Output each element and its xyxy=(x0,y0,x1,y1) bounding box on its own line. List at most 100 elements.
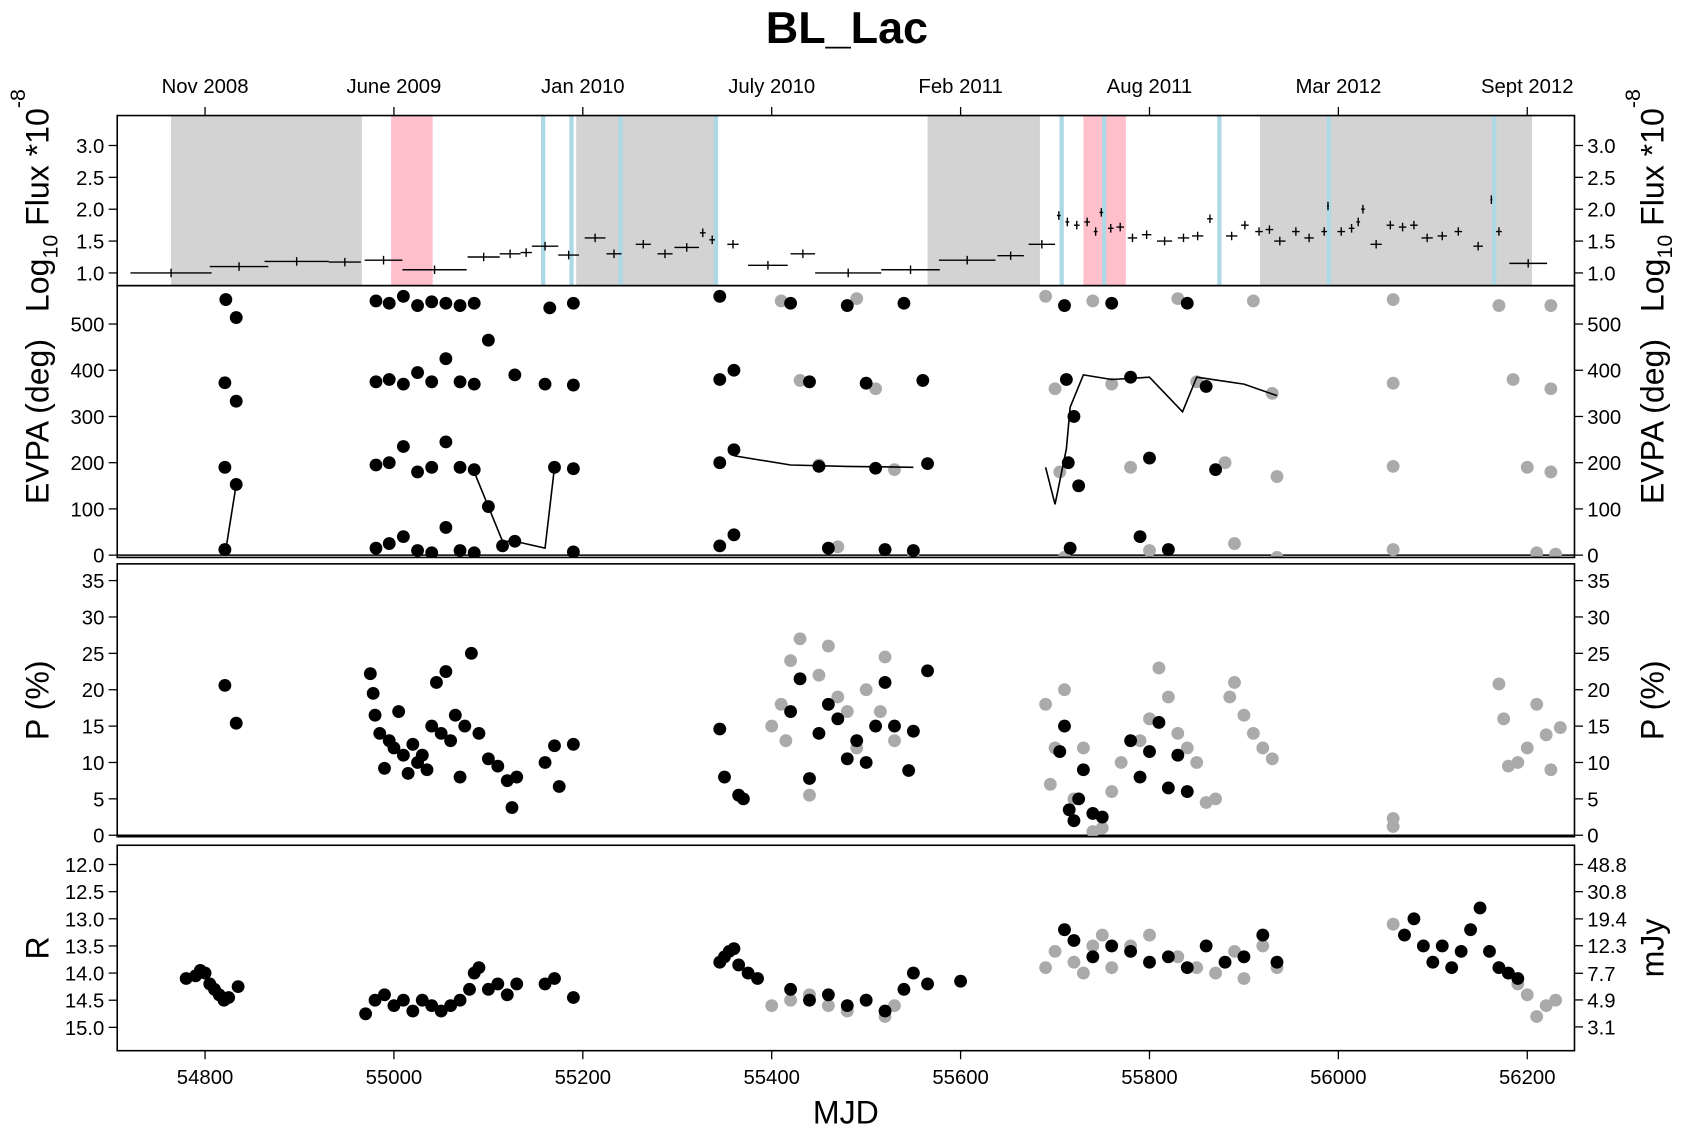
data-point xyxy=(538,977,552,991)
data-point xyxy=(1143,544,1156,557)
data-point xyxy=(1237,708,1251,722)
flux-bin xyxy=(699,228,706,238)
data-point xyxy=(793,672,807,686)
data-point xyxy=(718,770,731,784)
y-tick-label-right: 2.0 xyxy=(1587,200,1615,222)
data-point xyxy=(396,993,410,1007)
shaded-region xyxy=(391,115,433,286)
x-tick-label: 54800 xyxy=(177,1067,233,1089)
x2-tick-label: Feb 2011 xyxy=(918,76,1002,98)
data-point xyxy=(434,726,448,740)
data-point xyxy=(218,376,232,390)
y2-tick-label: 12.3 xyxy=(1587,936,1627,958)
data-point xyxy=(467,296,481,310)
data-point xyxy=(897,296,911,310)
data-point xyxy=(458,719,472,733)
data-point xyxy=(500,988,514,1002)
flux-bin xyxy=(520,248,532,257)
data-point xyxy=(954,974,968,988)
data-point xyxy=(888,999,901,1013)
flux-bin xyxy=(1191,231,1204,241)
y-axis-label-part: Flux *10 xyxy=(1634,108,1670,235)
flux-bin xyxy=(1473,241,1483,251)
y-axis-label-part: 10 xyxy=(1653,235,1677,259)
data-point xyxy=(387,999,401,1013)
y-tick-label: 200 xyxy=(70,453,104,475)
data-point xyxy=(369,541,383,555)
data-point xyxy=(713,456,727,470)
data-point xyxy=(784,705,798,718)
data-point xyxy=(784,982,798,996)
data-point xyxy=(1199,939,1213,953)
flux-bin xyxy=(1241,220,1249,230)
data-point xyxy=(821,697,835,711)
data-point xyxy=(1511,972,1525,985)
data-point xyxy=(1386,293,1400,306)
data-point xyxy=(1143,745,1156,758)
flux-bin xyxy=(1370,239,1382,249)
flux-bin xyxy=(938,255,996,265)
data-point xyxy=(378,761,391,775)
data-point xyxy=(1492,677,1506,691)
x2-tick-label: Sept 2012 xyxy=(1481,76,1574,98)
x2-tick-label: July 2010 xyxy=(728,76,815,98)
data-point xyxy=(1544,465,1558,479)
y-tick-label-right: 1.0 xyxy=(1587,263,1615,285)
y-tick-label: 500 xyxy=(70,315,104,337)
data-point xyxy=(869,461,883,475)
flux-bin xyxy=(657,249,673,259)
data-point xyxy=(1180,741,1194,755)
y-tick-label-right: 35 xyxy=(1587,571,1610,593)
panel-frame xyxy=(116,563,1576,838)
data-point xyxy=(1180,961,1194,975)
data-point xyxy=(392,705,406,718)
data-point xyxy=(727,528,741,542)
data-point xyxy=(840,752,854,766)
y-tick-label-right: 2.5 xyxy=(1587,168,1615,190)
y-tick-label-right: 0 xyxy=(1587,546,1598,568)
data-point xyxy=(1124,734,1138,748)
data-point xyxy=(793,374,807,387)
data-point xyxy=(1152,661,1166,675)
data-point xyxy=(453,375,467,389)
data-point xyxy=(821,541,835,555)
data-point xyxy=(888,734,901,748)
data-point xyxy=(840,999,854,1013)
data-point xyxy=(1464,923,1478,937)
data-point xyxy=(888,463,901,477)
data-point xyxy=(1067,955,1081,969)
data-point xyxy=(369,458,383,472)
data-point xyxy=(229,716,243,730)
y-axis-label-right: EVPA (deg) xyxy=(1634,339,1670,504)
flux-bin xyxy=(1099,208,1104,217)
data-point xyxy=(467,546,481,558)
data-point xyxy=(1549,993,1563,1007)
data-point xyxy=(467,377,481,391)
data-point xyxy=(1530,697,1544,711)
flux-bin xyxy=(1356,217,1361,227)
data-point xyxy=(1048,944,1062,958)
flux-bin xyxy=(1127,233,1138,243)
y-tick-label: 35 xyxy=(82,571,105,593)
data-point xyxy=(1067,814,1081,828)
data-point xyxy=(366,686,380,700)
data-point xyxy=(784,993,798,1007)
y-tick-label: 12.5 xyxy=(65,882,105,904)
data-point xyxy=(1124,460,1138,474)
y-axis-label: EVPA (deg) xyxy=(20,339,56,504)
y-tick-label: 20 xyxy=(82,680,105,702)
y-tick-label: 15.0 xyxy=(65,1018,105,1040)
data-point xyxy=(1086,950,1100,964)
y-axis-label-part: 10 xyxy=(38,235,62,259)
data-point xyxy=(448,708,462,722)
data-point xyxy=(543,301,557,315)
data-point xyxy=(378,988,391,1002)
flux-bin xyxy=(1028,239,1056,249)
data-point xyxy=(425,375,439,389)
y2-tick-label: 4.9 xyxy=(1587,990,1615,1012)
data-point xyxy=(411,366,424,379)
data-point xyxy=(1270,551,1284,558)
data-point xyxy=(566,296,580,310)
data-point xyxy=(453,460,467,474)
